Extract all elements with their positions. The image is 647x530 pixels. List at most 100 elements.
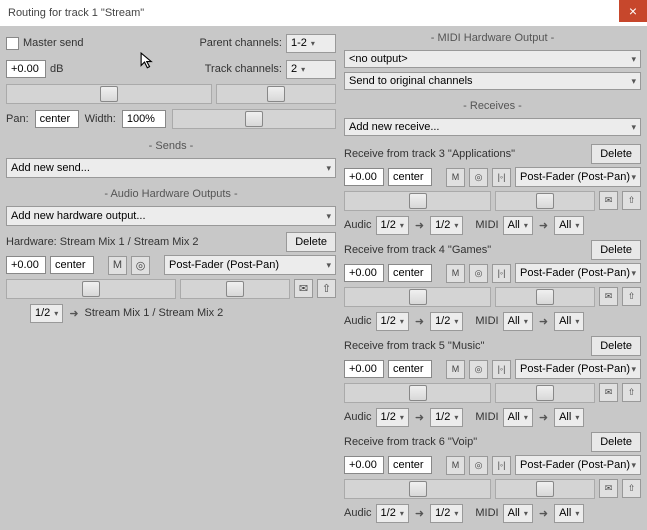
- receive-volume-input[interactable]: +0.00: [344, 264, 384, 282]
- audio-src-select[interactable]: 1/2▾: [376, 312, 409, 331]
- arrow-icon: ➜: [413, 315, 426, 328]
- audio-src-select[interactable]: 1/2▾: [376, 504, 409, 523]
- mute-icon[interactable]: M: [446, 168, 465, 187]
- add-receive-select[interactable]: Add new receive...▾: [344, 118, 641, 136]
- receive-mode-select[interactable]: Post-Fader (Post-Pan)▾: [515, 167, 641, 187]
- add-send-select[interactable]: Add new send...▾: [6, 158, 336, 178]
- receive-volume-slider[interactable]: [344, 479, 491, 499]
- receive-delete-button[interactable]: Delete: [591, 336, 641, 356]
- track-channels-label: Track channels:: [205, 63, 282, 75]
- phase-icon[interactable]: ◎: [131, 256, 150, 275]
- arrow-icon: ➜: [537, 411, 550, 424]
- width-slider[interactable]: [172, 109, 336, 129]
- receive-volume-slider[interactable]: [344, 191, 491, 211]
- ext-icon[interactable]: ⇧: [622, 191, 641, 210]
- ext-icon[interactable]: ⇧: [622, 383, 641, 402]
- hw-volume-input[interactable]: +0.00: [6, 256, 46, 274]
- midi-src-select[interactable]: All▾: [503, 312, 533, 331]
- mute-icon[interactable]: M: [446, 264, 465, 283]
- midi-sendto-select[interactable]: Send to original channels▾: [344, 72, 641, 90]
- receive-pan-input[interactable]: center: [388, 168, 432, 186]
- ext-icon[interactable]: ⇧: [622, 479, 641, 498]
- mono-icon[interactable]: |◦|: [492, 168, 511, 187]
- receive-delete-button[interactable]: Delete: [591, 144, 641, 164]
- receive-pan-slider[interactable]: [495, 383, 595, 403]
- add-receive-label: Add new receive...: [349, 121, 440, 133]
- midi-src-select[interactable]: All▾: [503, 504, 533, 523]
- receive-delete-button[interactable]: Delete: [591, 240, 641, 260]
- receive-pan-input[interactable]: center: [388, 264, 432, 282]
- receive-mode-select[interactable]: Post-Fader (Post-Pan)▾: [515, 359, 641, 379]
- master-volume-slider[interactable]: [6, 84, 212, 104]
- midi-src-select[interactable]: All▾: [503, 216, 533, 235]
- midi-src-select[interactable]: All▾: [503, 408, 533, 427]
- receive-volume-slider[interactable]: [344, 383, 491, 403]
- audio-dst-select[interactable]: 1/2▾: [430, 216, 463, 235]
- hw-pan-slider[interactable]: [180, 279, 290, 299]
- receive-pan-slider[interactable]: [495, 191, 595, 211]
- env-icon[interactable]: ✉: [599, 383, 618, 402]
- env-icon[interactable]: ✉: [294, 279, 313, 298]
- midi-label: MIDI: [475, 411, 498, 423]
- midi-output-value: <no output>: [349, 53, 408, 65]
- track-channels-select[interactable]: 2▾: [286, 60, 336, 79]
- audio-dst-select[interactable]: 1/2▾: [430, 408, 463, 427]
- phase-icon[interactable]: ◎: [469, 264, 488, 283]
- midi-dst-select[interactable]: All▾: [554, 312, 584, 331]
- receive-pan-slider[interactable]: [495, 479, 595, 499]
- mute-icon[interactable]: M: [446, 360, 465, 379]
- receive-volume-input[interactable]: +0.00: [344, 456, 384, 474]
- close-button[interactable]: ×: [619, 0, 647, 22]
- mute-icon[interactable]: M: [446, 456, 465, 475]
- receive-volume-input[interactable]: +0.00: [344, 360, 384, 378]
- audio-dst-select[interactable]: 1/2▾: [430, 504, 463, 523]
- phase-icon[interactable]: ◎: [469, 168, 488, 187]
- midi-dst-select[interactable]: All▾: [554, 408, 584, 427]
- receive-pan-slider[interactable]: [495, 287, 595, 307]
- hw-mode-select[interactable]: Post-Fader (Post-Pan)▾: [164, 255, 336, 275]
- pan-input[interactable]: center: [35, 110, 79, 128]
- env-icon[interactable]: ✉: [599, 287, 618, 306]
- receive-pan-input[interactable]: center: [388, 456, 432, 474]
- midi-label: MIDI: [475, 219, 498, 231]
- hw-title: Audio Hardware Outputs: [6, 182, 336, 202]
- master-volume-unit: dB: [50, 63, 63, 75]
- width-input[interactable]: 100%: [122, 110, 166, 128]
- midi-sendto-value: Send to original channels: [349, 75, 473, 87]
- hw-src-ch-select[interactable]: 1/2▾: [30, 304, 63, 323]
- midi-output-select[interactable]: <no output>▾: [344, 50, 641, 68]
- mute-icon[interactable]: M: [108, 256, 127, 275]
- add-hw-select[interactable]: Add new hardware output...▾: [6, 206, 336, 226]
- ext-icon[interactable]: ⇧: [622, 287, 641, 306]
- audio-src-select[interactable]: 1/2▾: [376, 408, 409, 427]
- receive-volume-slider[interactable]: [344, 287, 491, 307]
- env-icon[interactable]: ✉: [599, 479, 618, 498]
- receive-delete-button[interactable]: Delete: [591, 432, 641, 452]
- env-icon[interactable]: ✉: [599, 191, 618, 210]
- hw-pan-input[interactable]: center: [50, 256, 94, 274]
- master-send-checkbox[interactable]: [6, 37, 19, 50]
- receive-mode-select[interactable]: Post-Fader (Post-Pan)▾: [515, 455, 641, 475]
- hw-delete-button[interactable]: Delete: [286, 232, 336, 252]
- audio-dst-select[interactable]: 1/2▾: [430, 312, 463, 331]
- receive-block: Receive from track 5 "Music"Delete+0.00c…: [344, 332, 641, 428]
- receive-volume-input[interactable]: +0.00: [344, 168, 384, 186]
- receive-pan-input[interactable]: center: [388, 360, 432, 378]
- midi-dst-select[interactable]: All▾: [554, 216, 584, 235]
- master-volume-input[interactable]: +0.00: [6, 60, 46, 78]
- parent-channels-select[interactable]: 1-2▾: [286, 34, 336, 53]
- phase-icon[interactable]: ◎: [469, 456, 488, 475]
- audio-src-select[interactable]: 1/2▾: [376, 216, 409, 235]
- hw-volume-slider[interactable]: [6, 279, 176, 299]
- mono-icon[interactable]: |◦|: [492, 360, 511, 379]
- ext-icon[interactable]: ⇧: [317, 279, 336, 298]
- midi-dst-select[interactable]: All▾: [554, 504, 584, 523]
- master-pan-slider[interactable]: [216, 84, 336, 104]
- titlebar: Routing for track 1 "Stream" ×: [0, 0, 647, 26]
- mono-icon[interactable]: |◦|: [492, 264, 511, 283]
- mono-icon[interactable]: |◦|: [492, 456, 511, 475]
- phase-icon[interactable]: ◎: [469, 360, 488, 379]
- receive-mode-select[interactable]: Post-Fader (Post-Pan)▾: [515, 263, 641, 283]
- arrow-icon: ➜: [537, 315, 550, 328]
- master-send-label: Master send: [23, 37, 84, 49]
